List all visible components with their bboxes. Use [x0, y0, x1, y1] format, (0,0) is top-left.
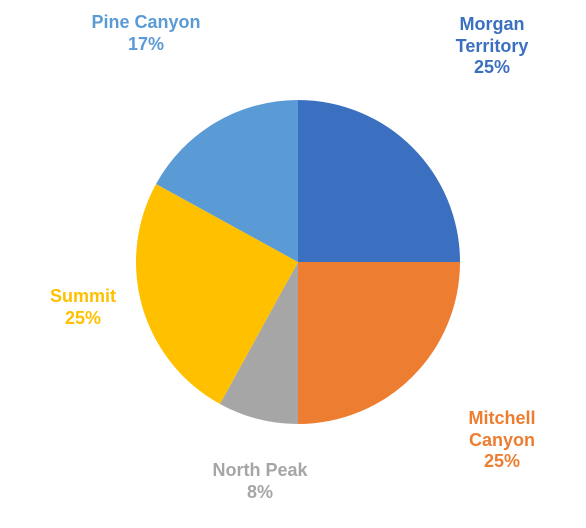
slice-label-line: North Peak [180, 460, 340, 482]
slice-label: MorganTerritory25% [422, 14, 562, 79]
slice-label: MitchellCanyon25% [432, 408, 572, 473]
pie-slice [298, 262, 460, 424]
slice-label-line: Summit [28, 286, 138, 308]
slice-label: North Peak8% [180, 460, 340, 503]
slice-label-line: Morgan [422, 14, 562, 36]
slice-label-line: 25% [432, 451, 572, 473]
pie-svg [136, 100, 460, 424]
pie-slice [298, 100, 460, 262]
slice-label-line: Pine Canyon [66, 12, 226, 34]
slice-label-line: 25% [422, 57, 562, 79]
pie-chart: MorganTerritory25%MitchellCanyon25%North… [0, 0, 586, 528]
slice-label: Pine Canyon17% [66, 12, 226, 55]
slice-label-line: 8% [180, 482, 340, 504]
slice-label-line: 17% [66, 34, 226, 56]
slice-label: Summit25% [28, 286, 138, 329]
slice-label-line: 25% [28, 308, 138, 330]
slice-label-line: Mitchell [432, 408, 572, 430]
slice-label-line: Canyon [432, 430, 572, 452]
slice-label-line: Territory [422, 36, 562, 58]
